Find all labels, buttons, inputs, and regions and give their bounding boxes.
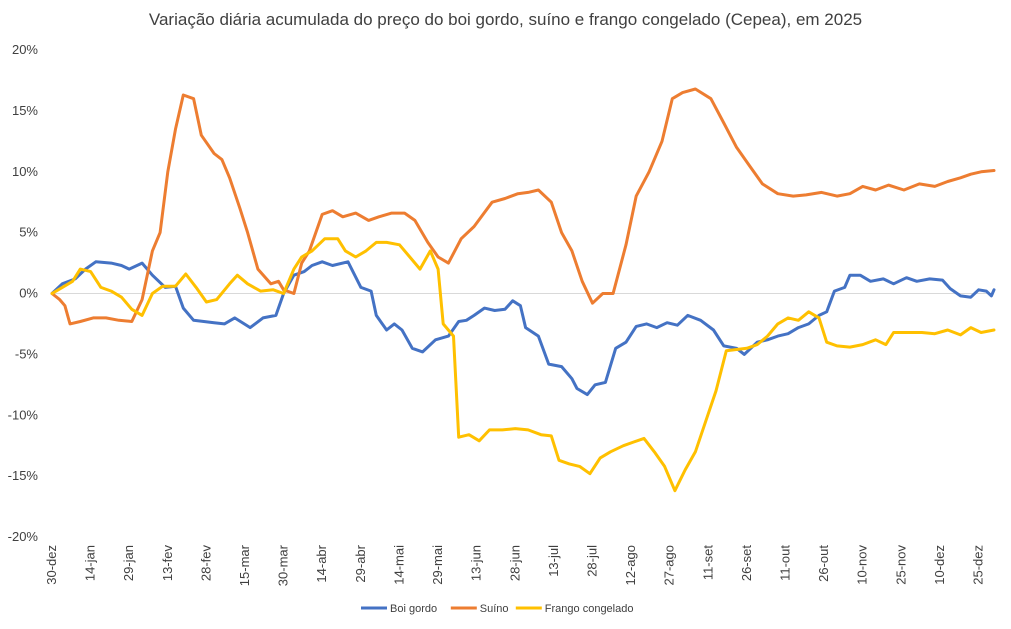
series-line-suino: [50, 87, 996, 326]
x-tick-label: 30-dez: [44, 545, 59, 585]
y-tick-label: 0%: [19, 286, 38, 301]
x-tick-label: 29-mai: [430, 545, 445, 585]
x-tick-label: 26-out: [816, 545, 831, 582]
x-tick-label: 25-nov: [893, 545, 908, 585]
x-tick-label: 14-jan: [83, 545, 98, 581]
y-tick-label: -5%: [15, 346, 39, 361]
x-axis-ticks: 30-dez 14-jan 29-jan 13-fev 28-fev 15-mar 30-m…: [44, 544, 986, 586]
x-tick-label: 15-mar: [237, 544, 252, 586]
x-tick-label: 25-dez: [971, 545, 986, 585]
chart-title: Variação diária acumulada do preço do bo…: [148, 10, 863, 29]
x-tick-label: 26-set: [739, 545, 754, 582]
x-tick-label: 13-jul: [546, 545, 561, 577]
x-tick-label: 14-mai: [391, 545, 406, 585]
y-tick-label: 5%: [19, 225, 38, 240]
x-tick-label: 28-jul: [584, 545, 599, 577]
x-tick-label: 10-dez: [932, 545, 947, 585]
x-tick-label: 28-jun: [507, 545, 522, 581]
y-tick-label: 20%: [12, 42, 38, 57]
x-tick-label: 30-mar: [276, 544, 291, 586]
y-tick-label: 15%: [12, 103, 38, 118]
legend-label: Frango congelado: [545, 603, 634, 615]
x-tick-label: 13-fev: [160, 545, 175, 582]
y-axis-ticks: 20% 15% 10% 5% 0% -5% -10% -15% -20%: [8, 42, 39, 544]
legend-label: Suíno: [480, 603, 509, 615]
x-tick-label: 27-ago: [662, 545, 677, 585]
x-tick-label: 29-abr: [353, 544, 368, 582]
legend-label: Boi gordo: [390, 603, 437, 615]
x-tick-label: 12-ago: [623, 545, 638, 585]
x-tick-label: 14-abr: [314, 544, 329, 582]
series-line-frango-congelado: [50, 237, 996, 493]
y-tick-label: 10%: [12, 164, 38, 179]
x-tick-label: 28-fev: [198, 545, 213, 582]
x-tick-label: 13-jun: [469, 545, 484, 581]
y-tick-label: -15%: [8, 468, 39, 483]
x-tick-label: 10-nov: [855, 545, 870, 585]
x-tick-label: 11-set: [700, 545, 715, 581]
x-tick-label: 11-out: [778, 545, 793, 581]
y-tick-label: -20%: [8, 529, 39, 544]
series-line-boi-gordo: [50, 260, 996, 397]
legend: Boi gordo Suíno Frango congelado: [361, 603, 633, 615]
series-lines: [50, 87, 996, 493]
y-tick-label: -10%: [8, 407, 39, 422]
x-tick-label: 29-jan: [121, 545, 136, 581]
